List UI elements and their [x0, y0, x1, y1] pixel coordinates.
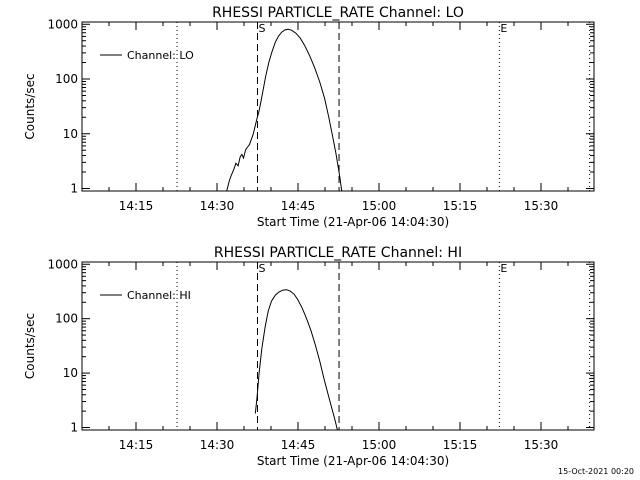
marker-label-s: S: [259, 262, 266, 275]
marker-label-e: E: [500, 22, 507, 35]
x-tick-label: 14:45: [281, 438, 316, 452]
x-axis-label: Start Time (21-Apr-06 14:04:30): [257, 215, 449, 229]
chart-title: RHESSI PARTICLE_RATE Channel: HI: [214, 245, 462, 261]
y-tick-label: 100: [55, 312, 78, 326]
x-tick-label: 14:15: [119, 199, 154, 213]
legend-label: Channel: LO: [127, 49, 194, 62]
plot-frame: [81, 21, 595, 192]
series-line-channel-lo: [226, 28, 343, 192]
x-tick-label: 14:15: [119, 438, 154, 452]
footer-timestamp: 15-Oct-2021 00:20: [558, 467, 634, 476]
y-tick-label: 10: [63, 366, 78, 380]
x-tick-label: 14:45: [281, 199, 316, 213]
y-tick-label: 1: [70, 181, 78, 195]
y-tick-label: 10: [63, 127, 78, 141]
series-line-channel-hi: [254, 289, 338, 431]
legend-label: Channel: HI: [127, 289, 191, 302]
y-tick-label: 1000: [47, 17, 78, 31]
x-tick-label: 15:00: [362, 199, 397, 213]
chart-title: RHESSI PARTICLE_RATE Channel: LO: [212, 5, 464, 21]
chart-hi: RHESSI PARTICLE_RATE Channel: HI 1 10 100 10…: [23, 245, 595, 468]
marker-label-s: S: [259, 22, 266, 35]
y-tick-label: 100: [55, 72, 78, 86]
plot-frame: [81, 261, 595, 431]
chart-lo: RHESSI PARTICLE_RATE Channel: LO 1 10 100 10…: [23, 5, 595, 229]
y-tick-label: 1000: [47, 257, 78, 271]
x-tick-label: 15:00: [362, 438, 397, 452]
x-tick-label: 14:30: [200, 438, 235, 452]
y-axis-label: Counts/sec: [23, 313, 37, 379]
x-tick-label: 15:15: [443, 199, 478, 213]
marker-label-e: E: [500, 262, 507, 275]
y-tick-label: 1: [70, 421, 78, 435]
x-tick-label: 15:30: [524, 199, 559, 213]
y-axis-label: Counts/sec: [23, 73, 37, 139]
x-axis-label: Start Time (21-Apr-06 14:04:30): [257, 454, 449, 468]
x-tick-label: 15:15: [443, 438, 478, 452]
x-tick-label: 15:30: [524, 438, 559, 452]
x-tick-label: 14:30: [200, 199, 235, 213]
